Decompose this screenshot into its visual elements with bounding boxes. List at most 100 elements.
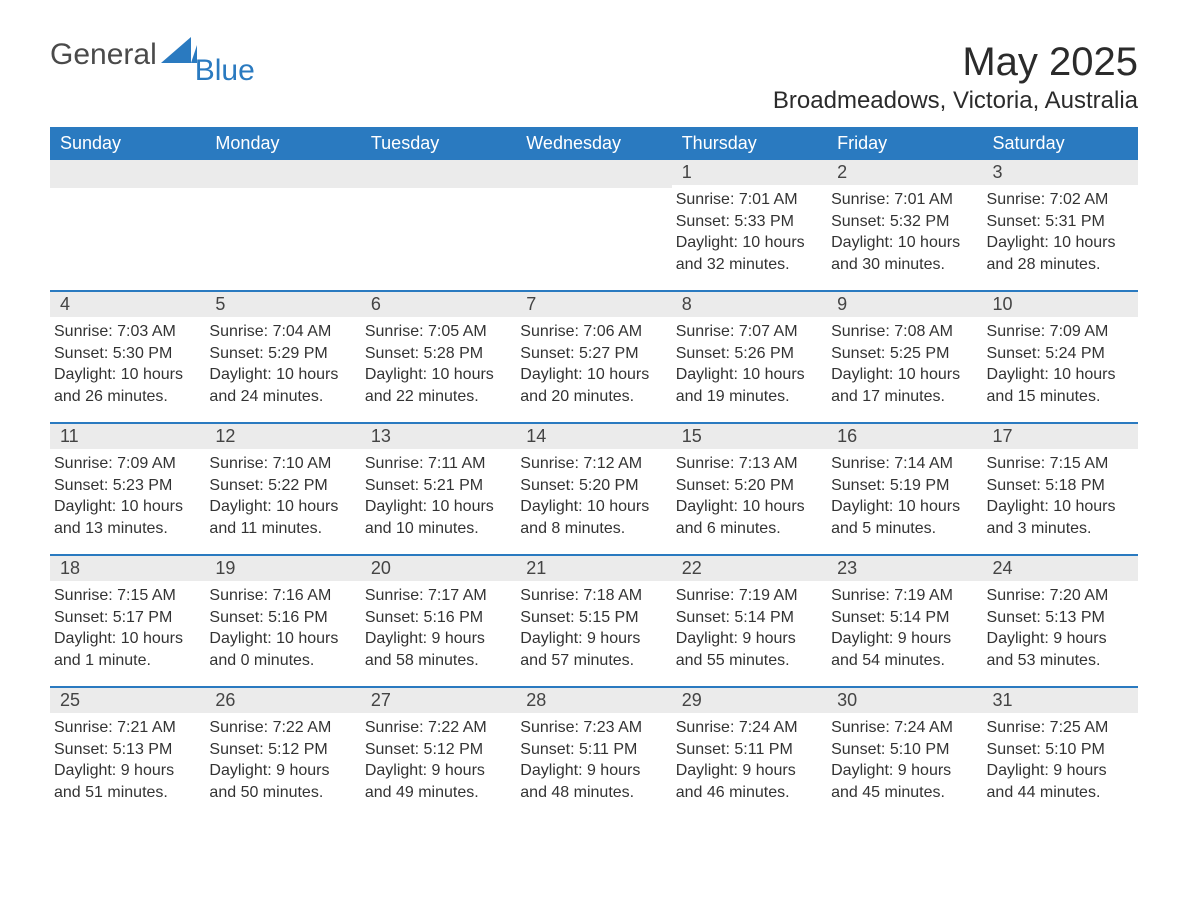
day-number (205, 160, 360, 188)
cell-body: Sunrise: 7:15 AMSunset: 5:17 PMDaylight:… (50, 581, 205, 675)
daylight-line: Daylight: 10 hours and 13 minutes. (54, 496, 195, 539)
cell-body: Sunrise: 7:03 AMSunset: 5:30 PMDaylight:… (50, 317, 205, 411)
day-number: 26 (205, 688, 360, 713)
calendar-cell (205, 160, 360, 290)
calendar-cell: 20Sunrise: 7:17 AMSunset: 5:16 PMDayligh… (361, 556, 516, 686)
sunrise-line: Sunrise: 7:01 AM (831, 189, 972, 211)
sunrise-line: Sunrise: 7:10 AM (209, 453, 350, 475)
sunset-line: Sunset: 5:28 PM (365, 343, 506, 365)
week-row: 1Sunrise: 7:01 AM Sunset: 5:33 PM Daylight… (50, 160, 1138, 290)
calendar-cell: 1Sunrise: 7:01 AMSunset: 5:33 PMDaylight… (672, 160, 827, 290)
cell-body: Sunrise: 7:21 AMSunset: 5:13 PMDaylight:… (50, 713, 205, 807)
daylight-line: Daylight: 10 hours and 15 minutes. (987, 364, 1128, 407)
daylight-line: Daylight: 10 hours and 17 minutes. (831, 364, 972, 407)
sunset-line: Sunset: 5:22 PM (209, 475, 350, 497)
sunset-line: Sunset: 5:10 PM (987, 739, 1128, 761)
week-row: 4Sunrise: 7:03 AMSunset: 5:30 PMDaylight… (50, 290, 1138, 422)
weekday-header: Friday (827, 127, 982, 160)
daylight-line: Daylight: 9 hours and 55 minutes. (676, 628, 817, 671)
weekday-header: Thursday (672, 127, 827, 160)
calendar-cell: 6Sunrise: 7:05 AMSunset: 5:28 PMDaylight… (361, 292, 516, 422)
day-number: 30 (827, 688, 982, 713)
brand-logo: General Blue (50, 40, 257, 70)
weekday-header: Saturday (983, 127, 1138, 160)
cell-body: Sunrise: 7:01 AMSunset: 5:32 PMDaylight:… (827, 185, 982, 279)
calendar-cell: 17Sunrise: 7:15 AMSunset: 5:18 PMDayligh… (983, 424, 1138, 554)
cell-body: Sunrise: 7:18 AMSunset: 5:15 PMDaylight:… (516, 581, 671, 675)
day-number: 27 (361, 688, 516, 713)
sunset-line: Sunset: 5:24 PM (987, 343, 1128, 365)
weekday-header: Monday (205, 127, 360, 160)
calendar-cell: 5Sunrise: 7:04 AMSunset: 5:29 PMDaylight… (205, 292, 360, 422)
weekday-header-row: SundayMondayTuesdayWednesdayThursdayFrid… (50, 127, 1138, 160)
sunrise-line: Sunrise: 7:11 AM (365, 453, 506, 475)
sunrise-line: Sunrise: 7:25 AM (987, 717, 1128, 739)
daylight-line: Daylight: 9 hours and 51 minutes. (54, 760, 195, 803)
calendar-cell: 24Sunrise: 7:20 AMSunset: 5:13 PMDayligh… (983, 556, 1138, 686)
cell-body: Sunrise: 7:10 AMSunset: 5:22 PMDaylight:… (205, 449, 360, 543)
sunrise-line: Sunrise: 7:15 AM (54, 585, 195, 607)
day-number: 11 (50, 424, 205, 449)
weekday-header: Sunday (50, 127, 205, 160)
cell-body: Sunrise: 7:25 AMSunset: 5:10 PMDaylight:… (983, 713, 1138, 807)
sunrise-line: Sunrise: 7:16 AM (209, 585, 350, 607)
calendar-cell: 13Sunrise: 7:11 AMSunset: 5:21 PMDayligh… (361, 424, 516, 554)
cell-body: Sunrise: 7:19 AMSunset: 5:14 PMDaylight:… (827, 581, 982, 675)
sunrise-line: Sunrise: 7:02 AM (987, 189, 1128, 211)
weekday-header: Wednesday (516, 127, 671, 160)
sunrise-line: Sunrise: 7:22 AM (209, 717, 350, 739)
cell-body: Sunrise: 7:16 AMSunset: 5:16 PMDaylight:… (205, 581, 360, 675)
cell-body: Sunrise: 7:20 AMSunset: 5:13 PMDaylight:… (983, 581, 1138, 675)
sunset-line: Sunset: 5:20 PM (676, 475, 817, 497)
calendar-cell: 7Sunrise: 7:06 AMSunset: 5:27 PMDaylight… (516, 292, 671, 422)
day-number: 29 (672, 688, 827, 713)
sunrise-line: Sunrise: 7:18 AM (520, 585, 661, 607)
week-row: 11Sunrise: 7:09 AMSunset: 5:23 PMDayligh… (50, 422, 1138, 554)
daylight-line: Daylight: 10 hours and 24 minutes. (209, 364, 350, 407)
sunrise-line: Sunrise: 7:05 AM (365, 321, 506, 343)
brand-sail-icon (161, 35, 197, 63)
calendar-cell: 12Sunrise: 7:10 AMSunset: 5:22 PMDayligh… (205, 424, 360, 554)
calendar-cell: 3Sunrise: 7:02 AMSunset: 5:31 PMDaylight… (983, 160, 1138, 290)
cell-body: Sunrise: 7:19 AMSunset: 5:14 PMDaylight:… (672, 581, 827, 675)
day-number: 5 (205, 292, 360, 317)
sunrise-line: Sunrise: 7:15 AM (987, 453, 1128, 475)
calendar-cell: 15Sunrise: 7:13 AMSunset: 5:20 PMDayligh… (672, 424, 827, 554)
day-number: 22 (672, 556, 827, 581)
page-title: May 2025 (773, 40, 1138, 85)
sunset-line: Sunset: 5:25 PM (831, 343, 972, 365)
day-number: 23 (827, 556, 982, 581)
sunset-line: Sunset: 5:13 PM (54, 739, 195, 761)
cell-body: Sunrise: 7:22 AMSunset: 5:12 PMDaylight:… (205, 713, 360, 807)
sunset-line: Sunset: 5:13 PM (987, 607, 1128, 629)
sunrise-line: Sunrise: 7:24 AM (831, 717, 972, 739)
daylight-line: Daylight: 10 hours and 22 minutes. (365, 364, 506, 407)
cell-body: Sunrise: 7:05 AMSunset: 5:28 PMDaylight:… (361, 317, 516, 411)
day-number: 10 (983, 292, 1138, 317)
sunrise-line: Sunrise: 7:14 AM (831, 453, 972, 475)
calendar-cell: 2Sunrise: 7:01 AMSunset: 5:32 PMDaylight… (827, 160, 982, 290)
sunrise-line: Sunrise: 7:06 AM (520, 321, 661, 343)
day-number (50, 160, 205, 188)
calendar-grid: SundayMondayTuesdayWednesdayThursdayFrid… (50, 127, 1138, 818)
sunset-line: Sunset: 5:15 PM (520, 607, 661, 629)
calendar-cell: 29Sunrise: 7:24 AMSunset: 5:11 PMDayligh… (672, 688, 827, 818)
cell-body: Sunrise: 7:22 AMSunset: 5:12 PMDaylight:… (361, 713, 516, 807)
sunrise-line: Sunrise: 7:09 AM (54, 453, 195, 475)
day-number: 31 (983, 688, 1138, 713)
calendar-cell: 19Sunrise: 7:16 AMSunset: 5:16 PMDayligh… (205, 556, 360, 686)
daylight-line: Daylight: 9 hours and 45 minutes. (831, 760, 972, 803)
calendar-cell: 23Sunrise: 7:19 AMSunset: 5:14 PMDayligh… (827, 556, 982, 686)
day-number: 1 (672, 160, 827, 185)
sunset-line: Sunset: 5:30 PM (54, 343, 195, 365)
sunrise-line: Sunrise: 7:12 AM (520, 453, 661, 475)
sunset-line: Sunset: 5:33 PM (676, 211, 817, 233)
daylight-line: Daylight: 10 hours and 10 minutes. (365, 496, 506, 539)
calendar-cell: 18Sunrise: 7:15 AMSunset: 5:17 PMDayligh… (50, 556, 205, 686)
daylight-line: Daylight: 10 hours and 11 minutes. (209, 496, 350, 539)
day-number: 12 (205, 424, 360, 449)
daylight-line: Daylight: 9 hours and 58 minutes. (365, 628, 506, 671)
sunset-line: Sunset: 5:17 PM (54, 607, 195, 629)
daylight-line: Daylight: 10 hours and 30 minutes. (831, 232, 972, 275)
cell-body: Sunrise: 7:07 AMSunset: 5:26 PMDaylight:… (672, 317, 827, 411)
